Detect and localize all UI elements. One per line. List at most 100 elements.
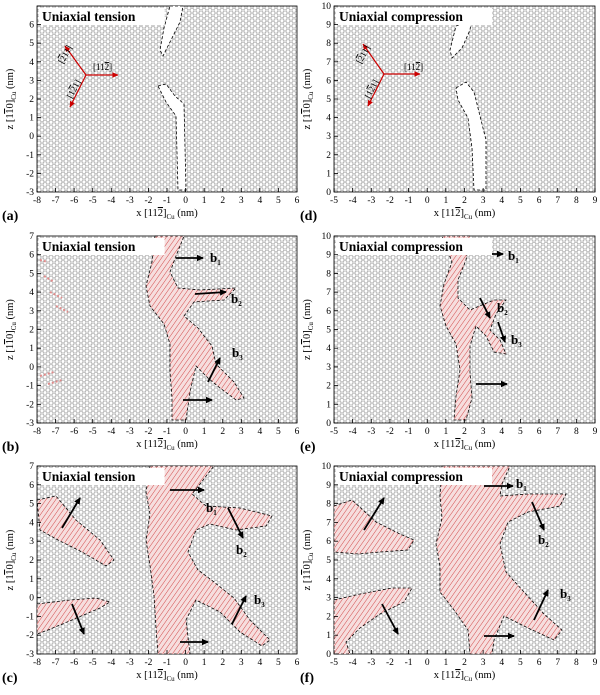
label-e-b2: b2 — [497, 300, 508, 317]
panel-e-label: (e) — [300, 440, 316, 455]
panel-e-xtick-label: -3 — [367, 427, 375, 437]
panel-d-xtick-label: -4 — [349, 196, 357, 206]
panel-d-ytick-label: 9 — [326, 21, 331, 31]
panel-a-ytick-label: 2 — [29, 95, 34, 105]
panel-b — [36, 235, 298, 424]
panel-f-ytick-label: 0 — [326, 650, 331, 660]
burgers-labels: b1 b2 b3 b1 b2 b3 b1 b2 b3 b1 b2 b3 — [206, 248, 571, 609]
panel-f-xtick-label: -1 — [405, 658, 413, 668]
panel-b-xtick-label: 6 — [295, 427, 300, 437]
panel-a-title: Uniaxial tension — [42, 9, 136, 24]
panel-d-xtick-label: 6 — [537, 196, 542, 206]
panel-b-xtick-label: -7 — [52, 427, 60, 437]
panel-e-xtick-label: 0 — [425, 427, 430, 437]
panel-f-xtick-label: 9 — [593, 658, 598, 668]
panel-b-xtick-label: -4 — [107, 427, 115, 437]
panel-a-xtick-label: -6 — [70, 196, 78, 206]
panel-c-xtick-label: -1 — [163, 658, 171, 668]
panel-b-ytick-label: 6 — [29, 251, 34, 261]
panel-a-xtick-label: 4 — [257, 196, 262, 206]
panel-f-xtick-label: 2 — [462, 658, 467, 668]
label-b-b1: b1 — [210, 250, 221, 267]
panel-c-xtick-label: 0 — [183, 658, 188, 668]
panel-a-ytick-label: 4 — [29, 58, 34, 68]
panel-a-xtick-label: 0 — [183, 196, 188, 206]
panel-e-xtick-label: 9 — [593, 427, 598, 437]
dir-a-112bar: [112] — [93, 62, 112, 72]
panel-e-xtick-label: 5 — [518, 427, 523, 437]
arrow-f-left-down — [381, 603, 399, 635]
panel-e-ytick-label: 1 — [326, 400, 331, 410]
panel-e-xtick-label: -2 — [386, 427, 394, 437]
panel-f-ytick-label: 5 — [326, 556, 331, 566]
panel-f-xlabel: x [112]Cu (nm) — [434, 670, 496, 683]
panel-b-ytick-label: -3 — [26, 419, 34, 429]
panel-c-xtick-label: -5 — [89, 658, 97, 668]
panel-b-xlabel: x [112]Cu (nm) — [136, 439, 198, 452]
panel-e-ytick-label: 8 — [326, 269, 331, 279]
panel-e-xlabel: x [112]Cu (nm) — [434, 439, 496, 452]
label-c-b1: b1 — [206, 500, 217, 517]
panel-a-xtick-label: -5 — [89, 196, 97, 206]
panel-e-ytick-label: 6 — [326, 307, 331, 317]
panel-e-ytick-label: 4 — [326, 344, 331, 354]
panel-e-ytick-label: 9 — [326, 251, 331, 261]
panel-d-xtick-label: 1 — [443, 196, 448, 206]
panel-c-title: Uniaxial tension — [42, 469, 136, 484]
label-e-b3: b3 — [511, 332, 522, 349]
panel-b-ytick-label: 3 — [29, 307, 34, 317]
panel-c-xtick-label: 2 — [220, 658, 225, 668]
panel-c-dislocation-left-lower — [36, 597, 111, 635]
panel-f-xtick-label: 5 — [518, 658, 523, 668]
arrow-f-b3 — [533, 589, 549, 621]
panel-d-xtick-label: 4 — [499, 196, 504, 206]
panel-e-ytick-label: 3 — [326, 363, 331, 373]
panel-d-xtick-label: 2 — [462, 196, 467, 206]
panel-a-xtick-label: -3 — [126, 196, 134, 206]
panel-e-xtick-label: 6 — [537, 427, 542, 437]
panel-d-ylabel: z [110]Cu (nm) — [302, 68, 315, 129]
panel-f-ytick-label: 9 — [326, 481, 331, 491]
panel-a-dislocation-upper — [159, 5, 184, 57]
panel-b-xtick-label: 3 — [239, 427, 244, 437]
panel-e-xtick-label: -5 — [330, 427, 338, 437]
dir-d-2bar11: [211] — [354, 44, 372, 66]
arrow-f-b2 — [531, 501, 545, 531]
label-c-b3: b3 — [254, 592, 265, 609]
panel-c-xtick-label: 6 — [295, 658, 300, 668]
panel-a-xtick-label: 6 — [295, 196, 300, 206]
panel-b-xtick-label: -5 — [89, 427, 97, 437]
panel-a-label: (a) — [2, 209, 19, 224]
panel-e-xtick-label: 8 — [574, 427, 579, 437]
panel-c-xlabel: x [112]Cu (nm) — [136, 670, 198, 683]
panel-c-ytick-label: 6 — [29, 481, 34, 491]
panel-b-ylabel: z [110]Cu (nm) — [5, 299, 18, 360]
panel-d-xtick-label: 7 — [555, 196, 560, 206]
arrow-b-b3 — [207, 357, 221, 383]
label-e-b1: b1 — [508, 248, 519, 265]
panel-d-title: Uniaxial compression — [339, 9, 463, 24]
panel-f-xtick-label: 4 — [499, 658, 504, 668]
panel-a-title-bg — [39, 8, 165, 25]
dir-a-12bar1: [121] — [65, 78, 83, 100]
label-b-b3: b3 — [232, 345, 243, 362]
arrow-b-b2 — [194, 289, 227, 296]
panel-f-xtick-label: -3 — [367, 658, 375, 668]
panel-e-xtick-label: 7 — [555, 427, 560, 437]
panel-f-ytick-label: 6 — [326, 537, 331, 547]
panel-c-xtick-label: -7 — [52, 658, 60, 668]
panel-e-xtick-label: 2 — [462, 427, 467, 437]
panel-a-direction-triad: [211] [112] [121] — [56, 44, 119, 108]
panel-b-ytick-label: -1 — [26, 382, 34, 392]
panel-d-xtick-label: -1 — [405, 196, 413, 206]
panel-c-xtick-label: 3 — [239, 658, 244, 668]
panel-b-xtick-label: 1 — [202, 427, 207, 437]
panel-f-ylabel: z [110]Cu (nm) — [302, 529, 315, 590]
panel-f-dislocation-center — [435, 465, 567, 655]
panel-a-ytick-label: 1 — [29, 114, 34, 124]
panel-e-xtick-label: -1 — [405, 427, 413, 437]
panel-a-xtick-label: -2 — [144, 196, 152, 206]
panel-b-ytick-label: 4 — [29, 288, 34, 298]
panel-b-ytick-label: 1 — [29, 344, 34, 354]
